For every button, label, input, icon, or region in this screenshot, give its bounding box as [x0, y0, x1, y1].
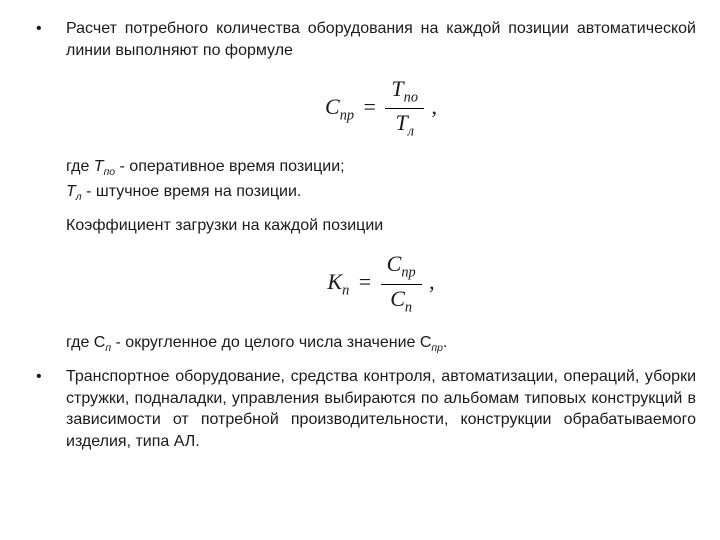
bullet-item-1: Расчет потребного количества оборудовани…: [24, 18, 696, 356]
equals-sign: =: [359, 269, 371, 294]
coeff-line: Коэффициент загрузки на каждой позиции: [66, 215, 696, 237]
formula-1-tail: ,: [431, 94, 437, 119]
bullet-2-text: Транспортное оборудование, средства конт…: [66, 366, 696, 452]
formula-2-tail: ,: [429, 269, 435, 294]
where-2-line: где Сп - округленное до целого числа зна…: [66, 332, 696, 356]
formula-1: Спр = Тпо Тл ,: [66, 77, 696, 140]
formula-2-lhs: Kп: [327, 269, 349, 294]
bullet-item-2: Транспортное оборудование, средства конт…: [24, 366, 696, 452]
equals-sign: =: [364, 94, 376, 119]
formula-1-fraction: Тпо Тл: [385, 77, 424, 140]
where-1-line-2: Тл - штучное время на позиции.: [66, 181, 696, 205]
formula-2-fraction: Спр Сп: [381, 252, 422, 315]
page: Расчет потребного количества оборудовани…: [0, 0, 720, 540]
formula-1-lhs: Спр: [325, 94, 354, 119]
bullet-list: Расчет потребного количества оборудовани…: [24, 18, 696, 452]
formula-2: Kп = Спр Сп ,: [66, 252, 696, 315]
bullet-1-text: Расчет потребного количества оборудовани…: [66, 18, 696, 61]
where-1-line-1: где Тпо - оперативное время позиции;: [66, 156, 696, 180]
